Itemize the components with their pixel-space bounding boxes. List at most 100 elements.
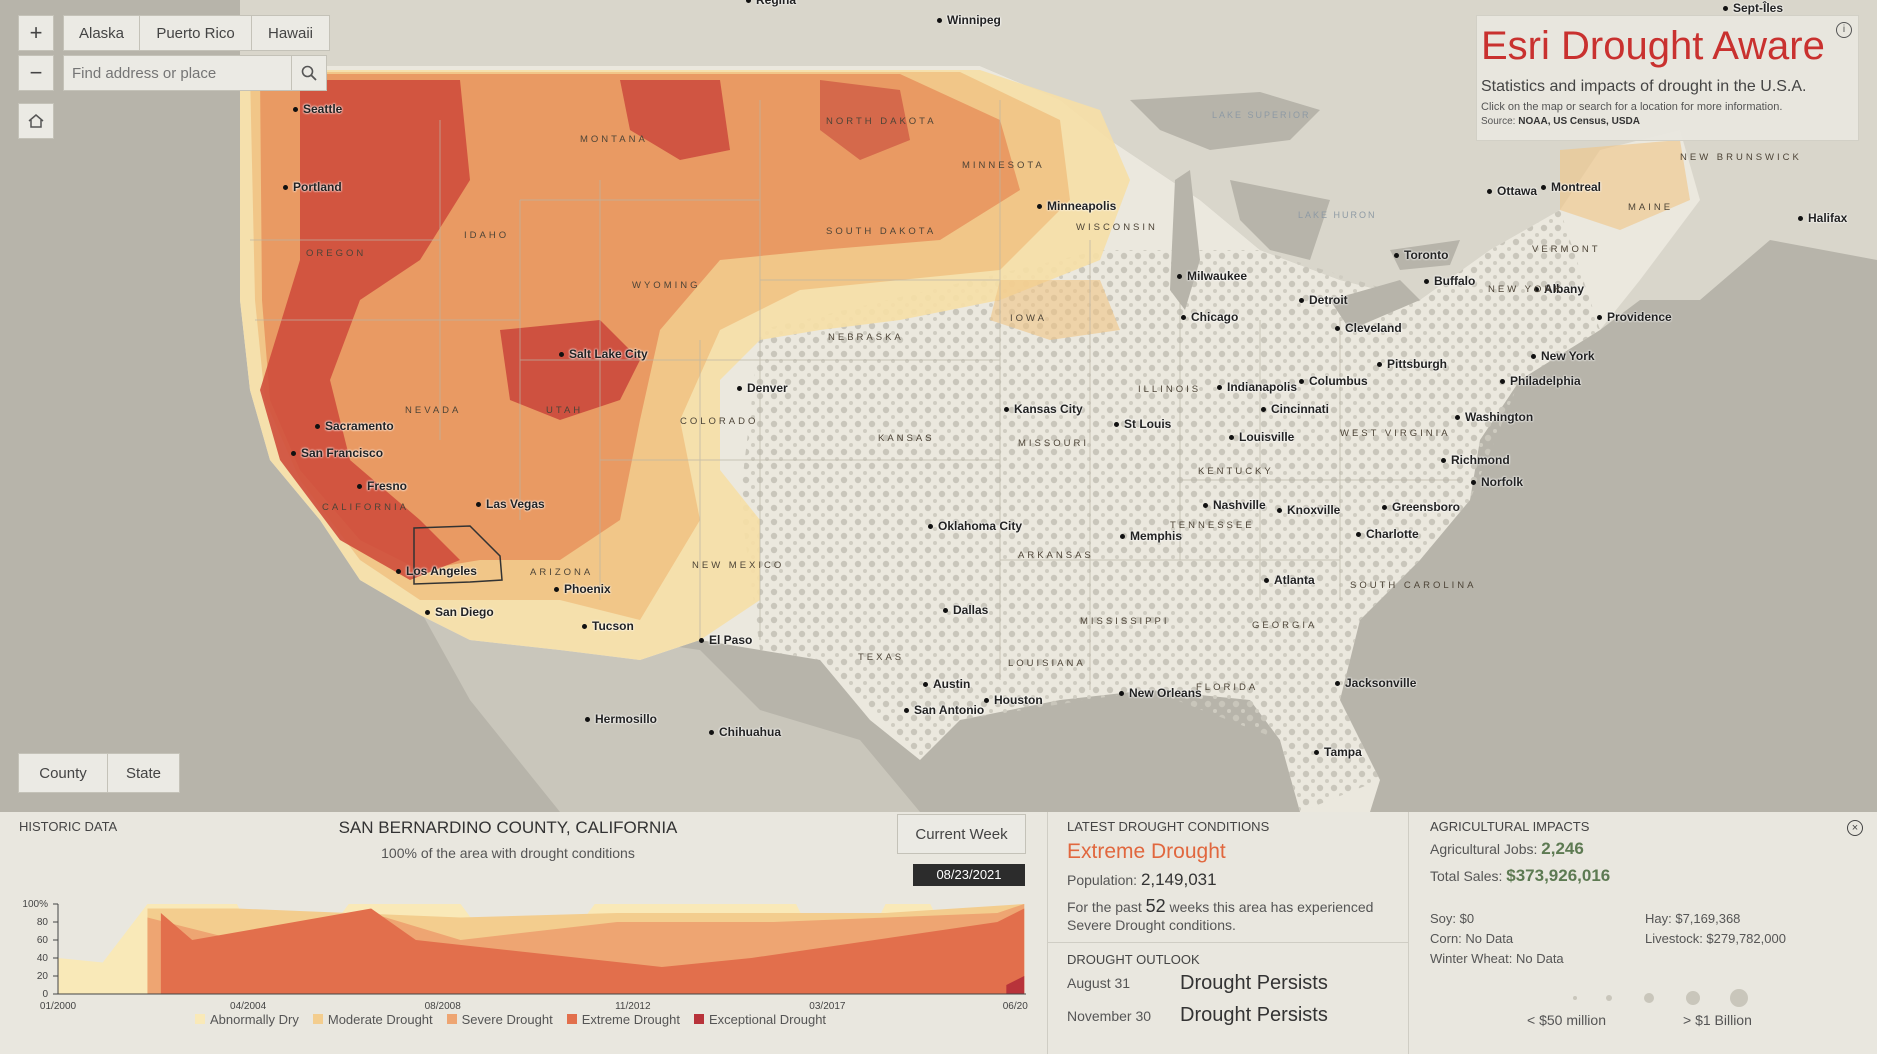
- current-week-button[interactable]: Current Week: [897, 814, 1026, 854]
- city-label: Charlotte: [1356, 527, 1419, 541]
- view-label: County: [39, 764, 87, 782]
- city-label: Kansas City: [1004, 402, 1083, 416]
- info-icon[interactable]: i: [1836, 22, 1852, 38]
- city-label: Fresno: [357, 479, 407, 493]
- view-county-button[interactable]: County: [18, 753, 108, 793]
- state-label: Wisconsin: [1076, 222, 1158, 233]
- city-label: Norfolk: [1471, 475, 1523, 489]
- city-label: Pittsburgh: [1377, 357, 1447, 371]
- region-label: Hawaii: [267, 24, 313, 42]
- city-label: Dallas: [943, 603, 988, 617]
- conditions-header: LATEST DROUGHT CONDITIONS: [1067, 819, 1270, 834]
- outlook-date: November 30: [1067, 1008, 1152, 1024]
- city-label: Ottawa: [1487, 184, 1537, 198]
- state-label: Colorado: [680, 416, 759, 427]
- x-tick-label: 03/2017: [809, 1001, 846, 1012]
- city-label: Phoenix: [554, 582, 611, 596]
- minus-icon: −: [29, 60, 43, 85]
- y-tick-label: 20: [37, 971, 49, 982]
- city-label: Toronto: [1394, 248, 1448, 262]
- sales-size-scale: [1573, 989, 1748, 1007]
- search-box: [63, 55, 292, 91]
- region-button-hawaii[interactable]: Hawaii: [251, 15, 330, 51]
- y-tick-label: 60: [37, 935, 49, 946]
- state-label: Illinois: [1138, 384, 1202, 395]
- state-label: California: [322, 502, 410, 513]
- legend-label: Abnormally Dry: [210, 1011, 299, 1027]
- city-label: Richmond: [1441, 453, 1510, 467]
- historic-header: HISTORIC DATA: [19, 819, 118, 834]
- outlook-date: August 31: [1067, 975, 1131, 991]
- search-input[interactable]: [70, 56, 254, 90]
- state-label: Missouri: [1018, 438, 1089, 449]
- region-button-puerto-rico[interactable]: Puerto Rico: [139, 15, 252, 51]
- legend-item: Exceptional Drought: [693, 1012, 826, 1027]
- legend-swatch: [693, 1014, 704, 1024]
- city-label: Providence: [1597, 310, 1672, 324]
- search-button[interactable]: [291, 55, 327, 91]
- city-label: Greensboro: [1382, 500, 1460, 514]
- legend-swatch: [446, 1014, 457, 1024]
- app-hint: Click on the map or search for a locatio…: [1481, 101, 1783, 113]
- close-icon[interactable]: ×: [1847, 820, 1863, 836]
- legend-swatch: [312, 1014, 323, 1024]
- water-label: LAKE SUPERIOR: [1212, 110, 1311, 120]
- state-label: West Virginia: [1340, 428, 1451, 439]
- search-icon: [301, 65, 317, 81]
- region-button-alaska[interactable]: Alaska: [63, 15, 140, 51]
- state-label: New Brunswick: [1680, 152, 1802, 163]
- state-label: Maine: [1628, 202, 1674, 213]
- current-date-badge: 08/23/2021: [913, 864, 1025, 886]
- city-label: Houston: [984, 693, 1043, 707]
- state-label: Louisiana: [1008, 658, 1086, 669]
- historic-panel: HISTORIC DATA SAN BERNARDINO COUNTY, CAL…: [0, 812, 1047, 1054]
- title-panel: Esri Drought Aware Statistics and impact…: [1476, 15, 1859, 141]
- state-label: New York: [1488, 284, 1564, 295]
- state-label: Arkansas: [1018, 550, 1094, 561]
- city-label: Seattle: [293, 102, 342, 116]
- y-tick-label: 100%: [22, 899, 48, 910]
- y-tick-label: 80: [37, 917, 49, 928]
- region-label: Alaska: [78, 24, 125, 42]
- state-label: Nevada: [405, 405, 462, 416]
- state-label: South Dakota: [826, 226, 937, 237]
- legend-label: Extreme Drought: [581, 1011, 680, 1027]
- legend-item: Severe Drought: [446, 1011, 553, 1027]
- plus-icon: +: [29, 20, 43, 45]
- legend-item: Extreme Drought: [566, 1011, 680, 1027]
- state-label: Minnesota: [962, 160, 1045, 171]
- city-label: Indianapolis: [1217, 380, 1297, 394]
- city-label: Memphis: [1120, 529, 1182, 543]
- city-label: Los Angeles: [396, 564, 477, 578]
- app-subtitle: Statistics and impacts of drought in the…: [1481, 78, 1807, 95]
- agri-soy: Soy: $0: [1430, 911, 1475, 926]
- legend-item: Moderate Drought: [312, 1011, 433, 1027]
- city-label: El Paso: [699, 633, 752, 647]
- scale-min-label: < $50 million: [1527, 1012, 1606, 1028]
- water-label: LAKE HURON: [1298, 210, 1377, 220]
- state-label: New Mexico: [692, 560, 785, 571]
- state-label: Idaho: [464, 230, 510, 241]
- city-label: Chicago: [1181, 310, 1238, 324]
- city-label: Hermosillo: [585, 712, 657, 726]
- app-source: Source: NOAA, US Census, USDA: [1481, 116, 1640, 127]
- outlook-status: Drought Persists: [1180, 972, 1328, 994]
- city-label: Atlanta: [1264, 573, 1315, 587]
- city-label: Buffalo: [1424, 274, 1475, 288]
- agri-header: AGRICULTURAL IMPACTS: [1430, 819, 1590, 834]
- selected-county-outline: [413, 525, 503, 585]
- home-button[interactable]: [18, 103, 54, 139]
- y-tick-label: 0: [42, 989, 48, 1000]
- zoom-in-button[interactable]: +: [18, 15, 54, 51]
- view-state-button[interactable]: State: [107, 753, 180, 793]
- legend-label: Severe Drought: [461, 1011, 553, 1027]
- city-label: Chihuahua: [709, 725, 781, 739]
- state-label: Utah: [546, 405, 584, 416]
- city-label: St Louis: [1114, 417, 1171, 431]
- zoom-out-button[interactable]: −: [18, 55, 54, 91]
- legend-label: Moderate Drought: [327, 1011, 433, 1027]
- app-title: Esri Drought Aware: [1481, 24, 1825, 68]
- city-label: Salt Lake City: [559, 347, 648, 361]
- state-label: Wyoming: [632, 280, 701, 291]
- weeks-text: For the past 52 weeks this area has expe…: [1067, 896, 1374, 933]
